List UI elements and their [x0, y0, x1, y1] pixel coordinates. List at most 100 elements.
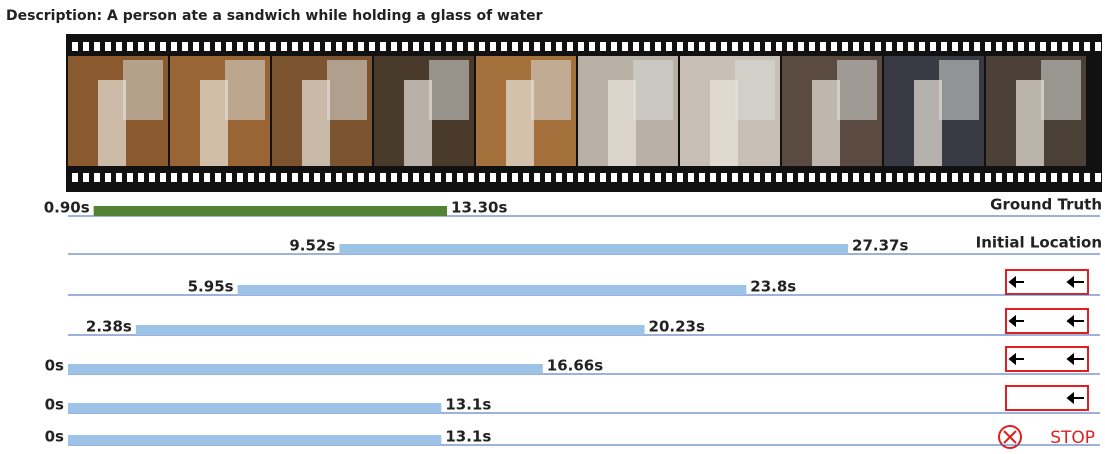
perforation [94, 173, 100, 182]
perforation [589, 173, 595, 182]
perforation [974, 173, 980, 182]
perforation [765, 42, 771, 51]
perforation [930, 173, 936, 182]
perforation [413, 42, 419, 51]
perforation [435, 173, 441, 182]
segment-bar [339, 244, 848, 254]
perforation [688, 42, 694, 51]
start-label: 0s [45, 357, 64, 375]
end-label: 13.1s [445, 428, 491, 446]
perforation [347, 42, 353, 51]
perforation [919, 173, 925, 182]
frame-light [633, 60, 673, 120]
perforation [391, 173, 397, 182]
perforation [974, 42, 980, 51]
segment-bar [68, 364, 543, 374]
perforation [303, 173, 309, 182]
perforation [237, 173, 243, 182]
perforation [149, 173, 155, 182]
perforation [336, 42, 342, 51]
perforation [776, 173, 782, 182]
frame-light [1041, 60, 1081, 120]
segment-bar [94, 206, 447, 216]
perforation [732, 42, 738, 51]
perforation [556, 173, 562, 182]
perforation [248, 42, 254, 51]
perforation [776, 42, 782, 51]
person [608, 80, 636, 166]
perforation [853, 42, 859, 51]
perforation [1018, 42, 1024, 51]
perforation [468, 173, 474, 182]
start-label: 0s [45, 396, 64, 414]
perforation [314, 173, 320, 182]
perforation [336, 173, 342, 182]
start-label: 5.95s [188, 278, 234, 296]
perforation [270, 42, 276, 51]
perforation [600, 42, 606, 51]
perforation [204, 42, 210, 51]
start-label: 0.90s [44, 199, 90, 217]
perforation [248, 173, 254, 182]
perforation [446, 173, 452, 182]
perforation [1007, 42, 1013, 51]
perforation [996, 173, 1002, 182]
perforation [127, 42, 133, 51]
row-tag: Ground Truth [990, 196, 1102, 214]
perforation [864, 173, 870, 182]
perforation [842, 42, 848, 51]
perforation [215, 173, 221, 182]
perforation [644, 173, 650, 182]
perforation [930, 42, 936, 51]
perforation [138, 42, 144, 51]
perforation [996, 42, 1002, 51]
person [302, 80, 330, 166]
perforation [1018, 173, 1024, 182]
perforation [897, 173, 903, 182]
frame-light [939, 60, 979, 120]
perforation [677, 42, 683, 51]
perforation [380, 173, 386, 182]
perforation [281, 173, 287, 182]
perforation [699, 42, 705, 51]
perforation [490, 42, 496, 51]
perforation [457, 42, 463, 51]
perforation [490, 173, 496, 182]
perforation [1062, 173, 1068, 182]
perforation [325, 173, 331, 182]
perforation [1073, 173, 1079, 182]
perforation [754, 173, 760, 182]
perforation [1029, 173, 1035, 182]
perforation [908, 42, 914, 51]
segment-bar [136, 325, 645, 335]
perforation [611, 173, 617, 182]
perforation [534, 42, 540, 51]
segment-bar [68, 435, 441, 445]
perforation [743, 173, 749, 182]
perforation [1040, 42, 1046, 51]
perforation [875, 173, 881, 182]
perforation [655, 42, 661, 51]
perforation [941, 42, 947, 51]
perforation [501, 42, 507, 51]
perforation [259, 42, 265, 51]
frame-light [123, 60, 163, 120]
perforation [226, 173, 232, 182]
perforation [281, 42, 287, 51]
perforation [1051, 42, 1057, 51]
frame-light [531, 60, 571, 120]
perforation [1073, 42, 1079, 51]
perforation [732, 173, 738, 182]
perforation [358, 42, 364, 51]
perforation [292, 42, 298, 51]
perforation [182, 42, 188, 51]
perforation [1040, 173, 1046, 182]
segment-bar [238, 285, 747, 295]
perforation [468, 42, 474, 51]
perforation [710, 42, 716, 51]
perforation [1095, 173, 1101, 182]
perforation [457, 173, 463, 182]
perforation [666, 42, 672, 51]
perforation [237, 42, 243, 51]
perforation [831, 42, 837, 51]
